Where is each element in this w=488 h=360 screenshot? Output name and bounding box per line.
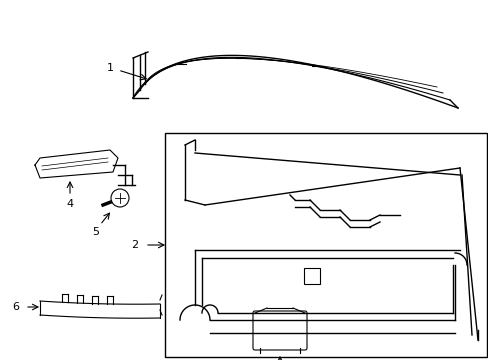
Text: 1: 1 [106, 63, 113, 73]
Text: 5: 5 [92, 227, 99, 237]
Polygon shape [35, 150, 118, 178]
Circle shape [111, 189, 129, 207]
FancyBboxPatch shape [252, 311, 306, 350]
Text: 6: 6 [13, 302, 20, 312]
Bar [164, 133, 486, 357]
Text: 4: 4 [66, 199, 73, 209]
Text: 2: 2 [131, 240, 138, 250]
Bar [304, 268, 319, 284]
